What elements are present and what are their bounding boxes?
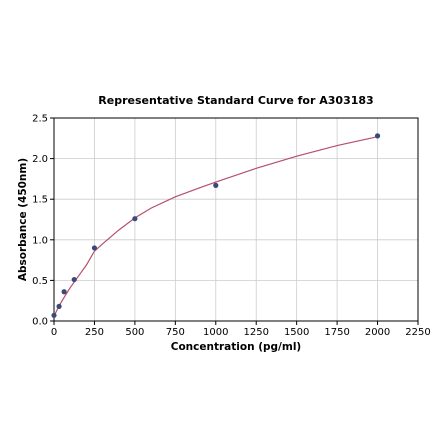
x-tick-label: 750 [166, 327, 185, 338]
x-tick-label: 1250 [243, 327, 268, 338]
data-point [71, 276, 77, 283]
data-point [91, 245, 98, 251]
y-axis-label: Absorbance (450nm) [17, 158, 29, 281]
chart-title: Representative Standard Curve for A30318… [98, 94, 373, 107]
x-tick-label: 2000 [365, 327, 390, 338]
x-axis-label: Concentration (pg/ml) [171, 341, 301, 353]
y-tick-label: 1.0 [32, 235, 48, 246]
x-tick-label: 0 [51, 327, 57, 338]
data-point [213, 182, 219, 188]
y-tick-label: 2.0 [32, 154, 48, 165]
x-tick-label: 1750 [324, 327, 349, 338]
x-tick-label: 1000 [203, 327, 228, 338]
y-tick-label: 0.0 [32, 317, 48, 328]
data-point [374, 133, 381, 139]
x-tick-label: 250 [85, 327, 104, 338]
x-tick-label: 1500 [284, 327, 309, 338]
data-point [56, 303, 62, 309]
grid-lines [54, 118, 418, 321]
x-tick-label: 2250 [405, 327, 430, 338]
data-point [61, 289, 67, 295]
fit-curve-layer [53, 136, 378, 317]
data-point [132, 216, 138, 222]
data-points-layer [51, 133, 381, 318]
y-tick-label: 1.5 [32, 195, 48, 206]
x-tick-label: 500 [125, 327, 144, 338]
axis-ticks: 0 250 500 750 1000 1250 1500 1750 2000 2250 0.0 0.5… [32, 114, 431, 339]
data-point [51, 312, 57, 318]
fit-curve-line [53, 136, 378, 317]
y-tick-label: 2.5 [32, 114, 48, 125]
plot-frame [53, 117, 419, 322]
y-tick-label: 0.5 [32, 276, 48, 287]
